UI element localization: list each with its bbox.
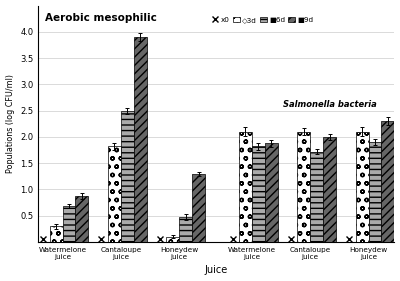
Bar xyxy=(297,132,310,242)
Bar xyxy=(192,174,205,242)
Bar xyxy=(108,146,121,242)
Bar xyxy=(265,143,278,242)
Bar xyxy=(310,152,323,242)
X-axis label: Juice: Juice xyxy=(205,266,228,275)
Text: Salmonella bacteria: Salmonella bacteria xyxy=(284,100,377,109)
Bar xyxy=(121,111,134,242)
Bar xyxy=(382,121,394,242)
Bar xyxy=(62,206,76,242)
Bar xyxy=(134,37,147,242)
Bar xyxy=(239,132,252,242)
Legend: x0, ◇3d, ■6d, ■9d: x0, ◇3d, ■6d, ■9d xyxy=(209,14,317,26)
Bar xyxy=(50,226,62,242)
Bar xyxy=(166,237,179,242)
Bar xyxy=(368,142,382,242)
Bar xyxy=(179,217,192,242)
Bar xyxy=(356,132,368,242)
Bar xyxy=(323,137,336,242)
Text: Aerobic mesophilic: Aerobic mesophilic xyxy=(45,13,157,23)
Y-axis label: Populations (log CFU/ml): Populations (log CFU/ml) xyxy=(6,74,14,173)
Bar xyxy=(76,196,88,242)
Bar xyxy=(252,146,265,242)
